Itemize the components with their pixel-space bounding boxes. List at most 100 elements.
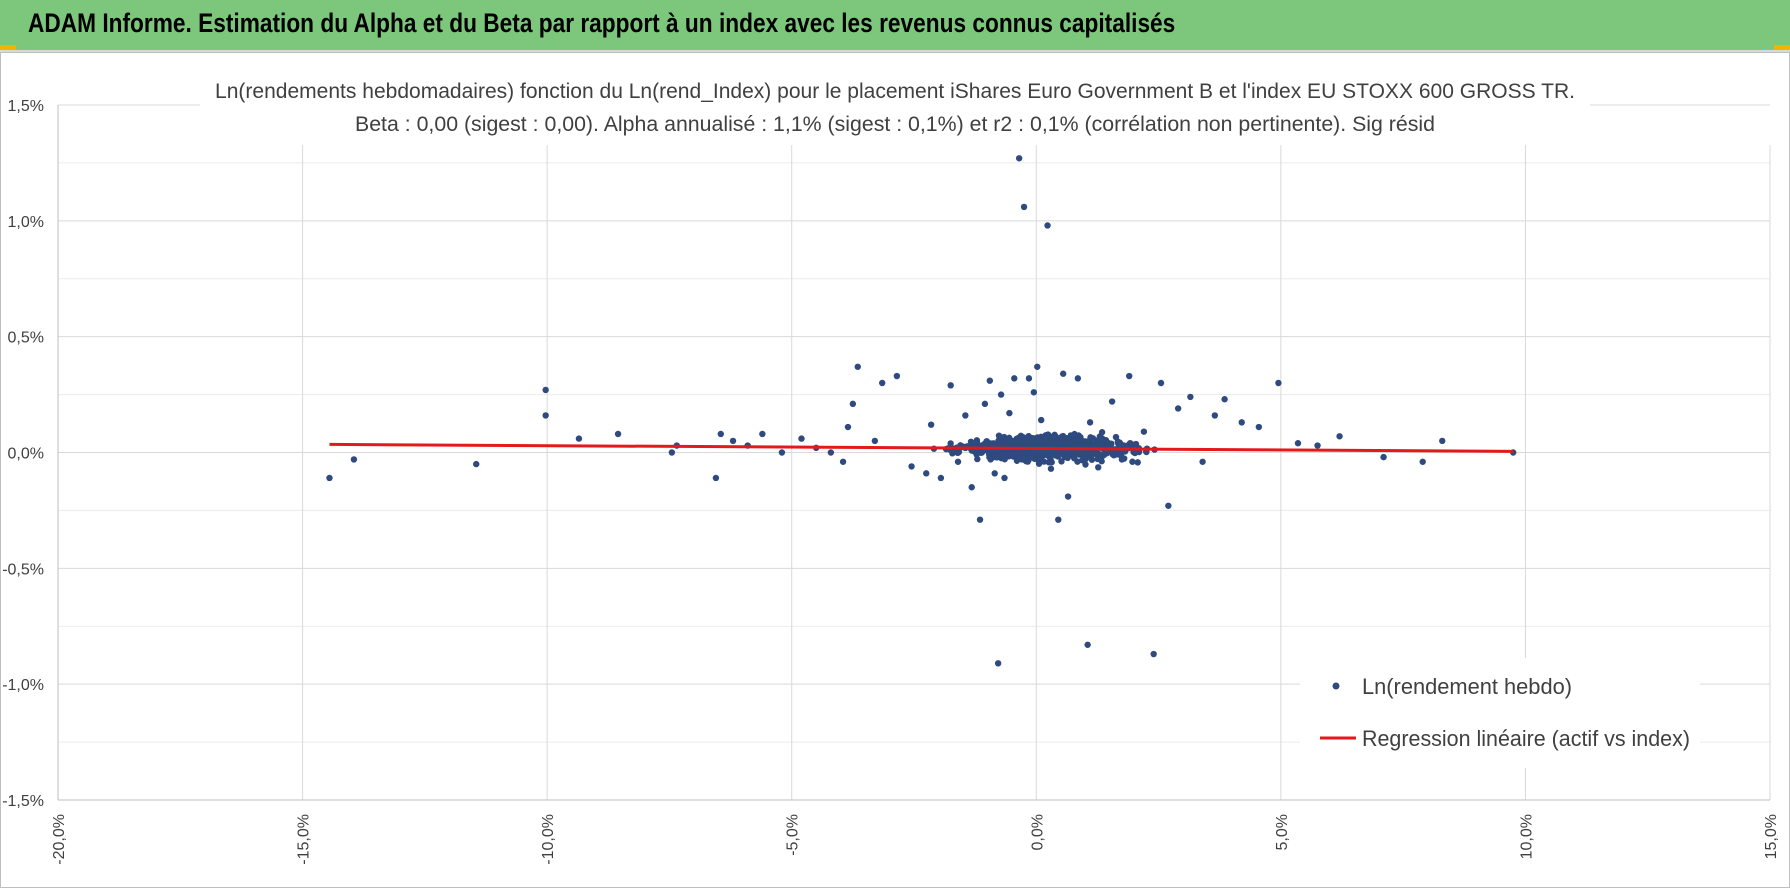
cluster-point xyxy=(1048,459,1055,466)
data-point xyxy=(542,386,549,394)
cluster-point xyxy=(1023,457,1030,465)
data-point xyxy=(1044,222,1051,229)
data-point xyxy=(1055,516,1062,523)
chart-title-line1: Ln(rendements hebdomadaires) fonction du… xyxy=(215,80,1575,103)
cluster-point xyxy=(947,440,954,447)
regression-line xyxy=(329,442,1514,453)
cluster-point xyxy=(1071,452,1078,460)
data-point xyxy=(1199,458,1206,465)
data-point xyxy=(473,460,480,468)
data-point xyxy=(844,423,852,431)
legend-label-regression: Regression linéaire (actif vs index) xyxy=(1362,726,1690,751)
report-banner: ADAM Informe. Estimation du Alpha et du … xyxy=(0,0,1790,52)
data-point xyxy=(937,474,945,482)
data-point xyxy=(827,449,835,456)
y-tick-label: -1,5% xyxy=(2,793,44,810)
data-point xyxy=(1099,435,1106,442)
data-point xyxy=(991,470,998,477)
y-tick-label: -1,0% xyxy=(2,677,44,694)
data-point xyxy=(1108,398,1116,405)
cluster-point xyxy=(1058,458,1065,465)
cluster-point xyxy=(972,439,979,446)
x-tick-label: -15,0% xyxy=(296,814,313,865)
data-point xyxy=(1037,416,1045,424)
data-point xyxy=(1380,453,1387,461)
data-point xyxy=(854,363,861,370)
data-point xyxy=(994,660,1002,667)
data-point xyxy=(997,391,1005,398)
data-point xyxy=(981,400,989,408)
data-point xyxy=(1030,389,1038,396)
cluster-point xyxy=(1084,440,1091,448)
data-point xyxy=(947,382,954,389)
data-point xyxy=(1020,203,1028,211)
legend-background xyxy=(1300,658,1700,768)
data-point xyxy=(962,412,969,419)
data-point xyxy=(1275,379,1282,387)
data-point xyxy=(879,379,886,387)
data-point xyxy=(976,516,984,523)
cluster-point xyxy=(1060,436,1067,443)
data-point xyxy=(1439,437,1446,445)
data-point xyxy=(1126,372,1133,380)
data-point xyxy=(1015,155,1023,162)
cluster-point xyxy=(1048,436,1056,443)
y-tick-labels: 1,5% 1,0% 0,5% 0,0% -0,5% -1,0% -1,5% xyxy=(2,98,44,810)
cluster-point xyxy=(954,449,961,457)
data-point xyxy=(1174,405,1182,412)
cluster-point xyxy=(1006,450,1013,458)
chart-title-line2: Beta : 0,00 (sigest : 0,00). Alpha annua… xyxy=(355,113,1435,136)
cluster-point xyxy=(1078,457,1086,464)
cluster-point xyxy=(998,452,1006,459)
x-tick-label: 0,0% xyxy=(1029,814,1046,850)
data-point xyxy=(1084,641,1091,648)
data-point xyxy=(326,474,333,482)
title-background xyxy=(200,72,1590,138)
cluster-point xyxy=(1022,440,1029,448)
data-point xyxy=(1150,650,1157,658)
x-tick-label: -20,0% xyxy=(51,814,68,865)
cluster-point xyxy=(982,439,990,447)
cluster-point xyxy=(1014,441,1022,448)
data-point xyxy=(908,463,915,470)
x-tick-label: 15,0% xyxy=(1763,814,1780,859)
data-point xyxy=(778,449,786,456)
cluster-point xyxy=(1015,451,1023,458)
regression-line-group xyxy=(329,442,1514,453)
data-point xyxy=(759,430,766,438)
data-point xyxy=(1025,375,1033,382)
data-point xyxy=(954,458,962,465)
data-point xyxy=(1314,442,1321,449)
x-tick-label: 5,0% xyxy=(1274,814,1291,850)
cluster-point xyxy=(1031,440,1039,448)
data-point xyxy=(923,470,930,477)
data-point xyxy=(1006,409,1013,417)
data-point xyxy=(575,435,583,442)
cluster-point xyxy=(1100,451,1108,459)
data-point xyxy=(1157,379,1165,387)
data-point xyxy=(1336,433,1343,440)
y-tick-label: 0,0% xyxy=(8,446,44,463)
legend: Ln(rendement hebdo) Regression linéaire … xyxy=(1300,658,1700,768)
legend-label-scatter: Ln(rendement hebdo) xyxy=(1362,674,1572,699)
data-point xyxy=(927,421,935,428)
data-point xyxy=(1238,419,1245,426)
data-point xyxy=(1187,393,1194,401)
data-point xyxy=(839,458,847,465)
data-point xyxy=(986,377,994,384)
cluster-point xyxy=(1040,458,1048,465)
cluster-point xyxy=(996,436,1003,443)
data-point xyxy=(1011,375,1018,382)
data-point xyxy=(893,372,901,380)
data-point xyxy=(871,437,879,445)
data-point xyxy=(1047,465,1055,472)
cluster-point xyxy=(978,449,985,456)
y-tick-label: 1,5% xyxy=(8,98,44,115)
data-point xyxy=(1086,419,1094,426)
cluster-point xyxy=(985,451,993,458)
cluster-point xyxy=(1056,451,1063,458)
cluster-point xyxy=(1129,458,1136,465)
data-point xyxy=(1059,370,1067,377)
cluster-point xyxy=(1098,429,1106,436)
data-point xyxy=(729,437,737,445)
